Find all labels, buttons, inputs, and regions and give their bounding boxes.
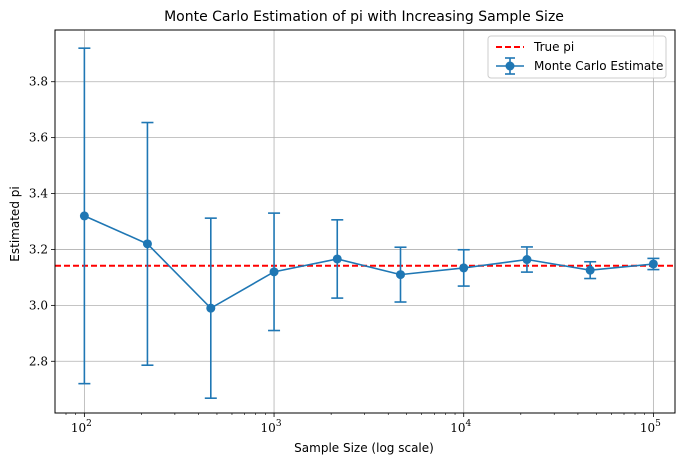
x-tick-label: 104 — [450, 419, 471, 435]
x-axis-ticks: 102 103 104 105 — [65, 413, 661, 435]
chart-title: Monte Carlo Estimation of pi with Increa… — [164, 9, 564, 25]
legend-estimate-label: Monte Carlo Estimate — [534, 59, 663, 73]
estimate-point — [459, 263, 469, 273]
y-tick-label: 3.0 — [29, 298, 48, 312]
y-axis-ticks: 2.8 3.0 3.2 3.4 3.6 3.8 — [29, 75, 55, 368]
plot-area — [55, 30, 675, 413]
estimate-point — [79, 211, 89, 221]
estimate-point — [332, 254, 342, 264]
estimate-line — [84, 215, 654, 310]
y-axis-label: Estimated pi — [8, 186, 22, 261]
x-axis-label: Sample Size (log scale) — [294, 441, 434, 455]
plot-frame — [54, 29, 676, 414]
x-tick-label: 105 — [640, 419, 661, 435]
estimate-point — [522, 255, 532, 265]
y-tick-label: 3.4 — [29, 187, 48, 201]
legend-box — [487, 35, 667, 79]
estimate-point — [142, 239, 152, 249]
y-tick-label: 3.2 — [29, 242, 48, 256]
estimate-point — [206, 303, 216, 313]
y-tick-label: 3.6 — [29, 131, 48, 145]
estimate-point — [648, 259, 658, 269]
x-tick-label: 102 — [71, 419, 92, 435]
estimate-point — [585, 265, 595, 275]
legend-estimate-swatch — [496, 57, 524, 75]
legend: True pi Monte Carlo Estimate — [487, 35, 667, 79]
series-group — [79, 211, 658, 313]
estimate-point — [269, 267, 279, 277]
estimate-point — [396, 270, 406, 280]
y-tick-label: 3.8 — [29, 75, 48, 89]
x-tick-label: 103 — [261, 419, 282, 435]
y-tick-label: 2.8 — [29, 354, 48, 368]
legend-true-pi-label: True pi — [533, 40, 574, 54]
